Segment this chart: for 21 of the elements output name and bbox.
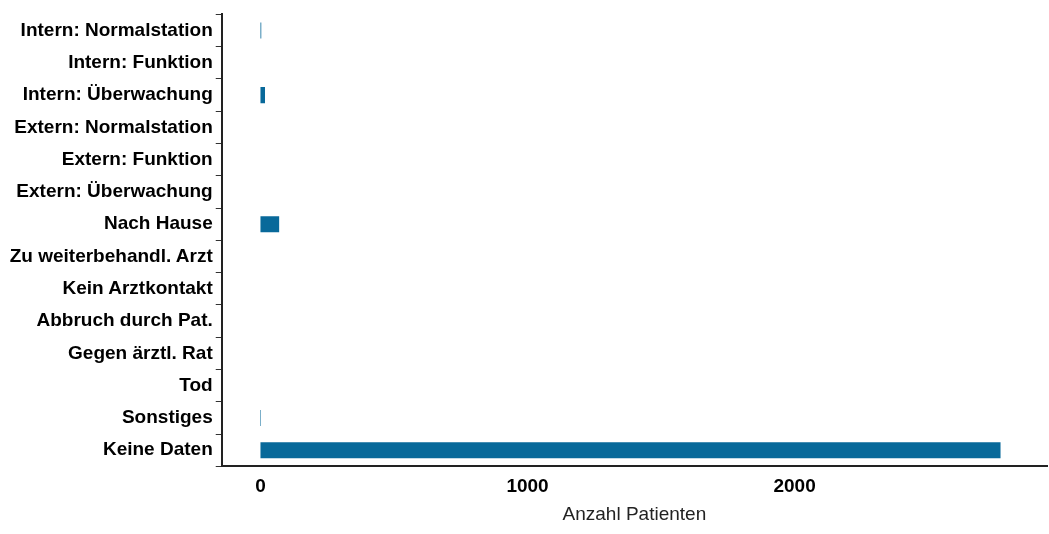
x-tick-label: 1000: [506, 475, 549, 497]
bar: [260, 442, 1001, 459]
y-tick-label: Zu weiterbehandl. Arzt: [9, 244, 214, 266]
y-tick-label: Intern: Funktion: [68, 51, 213, 73]
y-tick-label: Kein Arztkontakt: [62, 277, 214, 299]
y-tick-label: Intern: Normalstation: [20, 18, 213, 40]
y-tick-label: Intern: Überwachung: [22, 83, 213, 105]
y-tick-label: Nach Hause: [103, 212, 213, 234]
y-tick-label: Tod: [179, 373, 213, 395]
x-tick-label: 0: [255, 475, 266, 497]
y-tick-label: Extern: Funktion: [61, 147, 213, 169]
bar: [260, 87, 266, 104]
y-tick-label: Gegen ärztl. Rat: [68, 341, 214, 363]
y-tick-label: Extern: Überwachung: [16, 180, 213, 202]
y-tick-label: Extern: Normalstation: [14, 115, 213, 137]
y-tick-label: Sonstiges: [121, 406, 213, 428]
y-tick-label: Keine Daten: [102, 438, 213, 460]
y-tick-label: Abbruch durch Pat.: [36, 309, 213, 331]
x-axis-title: Anzahl Patienten: [562, 502, 707, 524]
bar: [260, 216, 280, 233]
x-tick-label: 2000: [773, 475, 816, 497]
